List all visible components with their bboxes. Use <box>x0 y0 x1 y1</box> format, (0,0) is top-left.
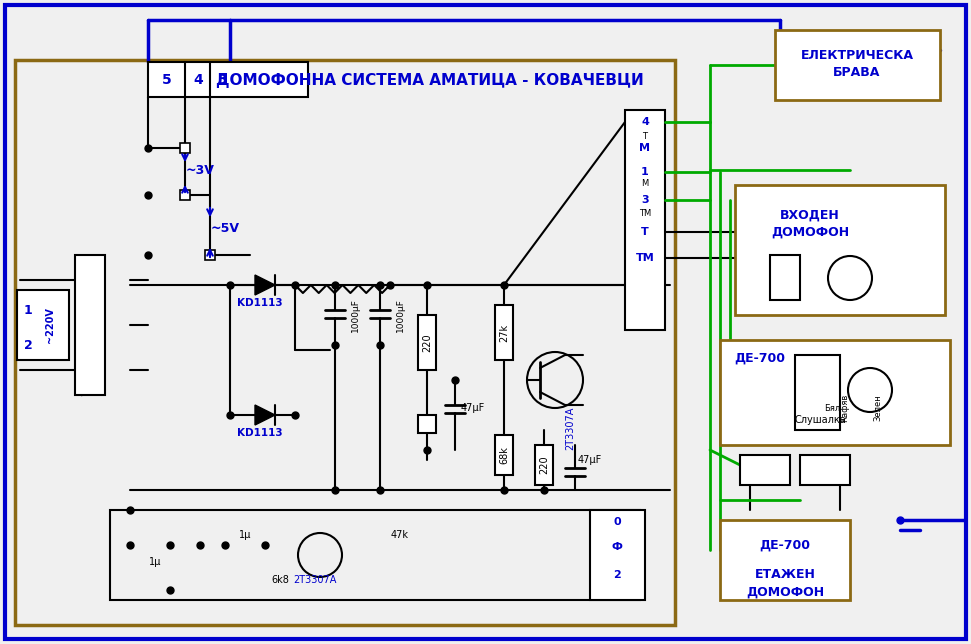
Text: ДЕ-700: ДЕ-700 <box>734 352 786 365</box>
Bar <box>495 435 513 475</box>
Text: TM: TM <box>636 253 654 263</box>
Text: 47µF: 47µF <box>578 455 602 465</box>
Text: 4: 4 <box>641 117 649 127</box>
Text: ~5V: ~5V <box>211 222 240 234</box>
Text: ВХОДЕН: ВХОДЕН <box>780 209 840 222</box>
Text: 1000µF: 1000µF <box>395 298 405 332</box>
Bar <box>625 110 665 330</box>
Text: 1µ: 1µ <box>149 557 161 567</box>
Bar <box>740 455 790 485</box>
Text: 220: 220 <box>422 334 432 352</box>
Text: T: T <box>641 227 649 237</box>
Text: 5: 5 <box>162 73 172 87</box>
Bar <box>495 305 513 360</box>
Text: БРАВА: БРАВА <box>833 66 881 79</box>
Bar <box>15 60 675 625</box>
Text: Зелен: Зелен <box>874 395 883 421</box>
Text: ДОМОФОН: ДОМОФОН <box>746 585 824 598</box>
Text: TM: TM <box>639 209 652 218</box>
Text: 4: 4 <box>193 73 203 87</box>
Text: ДОМОФОННА СИСТЕМА АМАТИЦА - КОВАЧЕВЦИ: ДОМОФОННА СИСТЕМА АМАТИЦА - КОВАЧЕВЦИ <box>217 73 644 88</box>
Text: 27k: 27k <box>499 324 509 342</box>
Text: 68k: 68k <box>499 446 509 464</box>
Text: 2: 2 <box>613 570 620 580</box>
Bar <box>535 445 553 485</box>
Polygon shape <box>255 405 275 425</box>
Text: 220: 220 <box>539 456 549 475</box>
Text: T: T <box>643 131 648 140</box>
Text: 47µF: 47µF <box>461 403 486 413</box>
Bar <box>720 520 850 600</box>
Text: ДОМОФОН: ДОМОФОН <box>771 225 849 238</box>
Text: 3: 3 <box>218 73 227 87</box>
Text: ДЕ-700: ДЕ-700 <box>759 538 811 551</box>
Bar <box>770 255 800 300</box>
Text: 1: 1 <box>641 167 649 177</box>
Text: ~3V: ~3V <box>185 164 215 176</box>
Text: KD1113: KD1113 <box>237 428 283 438</box>
Bar <box>418 415 436 433</box>
Bar <box>795 355 840 430</box>
Bar <box>180 190 190 200</box>
Bar <box>75 255 105 395</box>
Text: Кафяв: Кафяв <box>841 394 850 422</box>
Bar <box>720 340 950 445</box>
Bar <box>418 315 436 370</box>
Text: KD1113: KD1113 <box>237 298 283 308</box>
Text: Ф: Ф <box>612 542 622 552</box>
Bar <box>775 30 940 100</box>
Text: 47k: 47k <box>391 530 409 540</box>
Polygon shape <box>255 275 275 295</box>
Text: 0: 0 <box>614 517 620 527</box>
Bar <box>735 185 945 315</box>
Text: M: M <box>642 178 649 187</box>
Text: 2T3307A: 2T3307A <box>293 575 337 585</box>
Text: ЕТАЖЕН: ЕТАЖЕН <box>754 569 816 582</box>
Bar <box>148 62 308 97</box>
Bar <box>110 510 640 600</box>
Text: Бял: Бял <box>823 404 840 413</box>
Bar <box>590 510 645 600</box>
Bar <box>800 455 850 485</box>
Text: 1µ: 1µ <box>239 530 251 540</box>
Bar <box>180 143 190 153</box>
Text: 3: 3 <box>641 195 649 205</box>
Text: ~220V: ~220V <box>45 307 55 343</box>
Text: 2T3307A: 2T3307A <box>565 406 575 450</box>
Text: 2: 2 <box>23 339 32 352</box>
Text: ЕЛЕКТРИЧЕСКА: ЕЛЕКТРИЧЕСКА <box>800 48 914 61</box>
Text: Слушалка: Слушалка <box>794 415 846 425</box>
Bar <box>205 250 215 260</box>
Bar <box>17 290 69 360</box>
Text: 6k8: 6k8 <box>271 575 289 585</box>
Text: M: M <box>640 143 651 153</box>
Text: 1000µF: 1000µF <box>351 298 359 332</box>
Text: 1: 1 <box>23 303 32 316</box>
